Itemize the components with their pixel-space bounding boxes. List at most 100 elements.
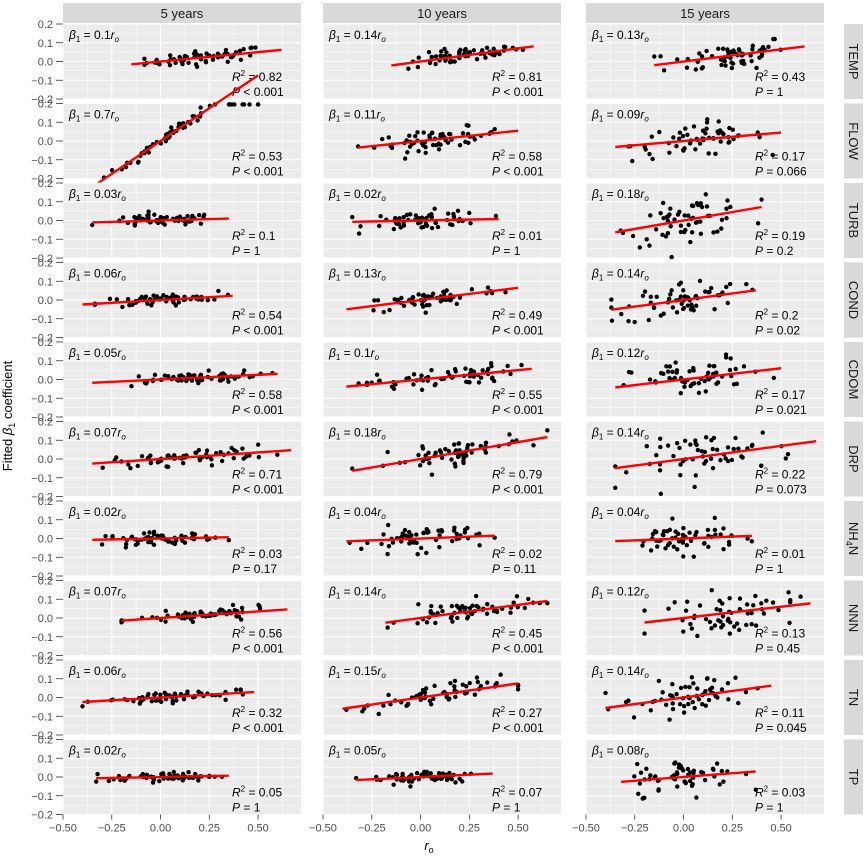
data-point	[680, 306, 686, 312]
data-point	[195, 118, 200, 123]
row-strip-label: NH4N	[844, 522, 861, 555]
panel-flow-3: β1 = 0.09ro R2 = 0.17P = 0.066	[585, 102, 824, 180]
fit-line	[385, 599, 548, 624]
data-point	[519, 362, 524, 368]
data-point	[709, 438, 714, 443]
data-point	[754, 65, 759, 71]
data-point	[721, 546, 726, 552]
y-tick-label: 0.1	[38, 515, 53, 527]
data-point	[212, 297, 217, 302]
data-point	[683, 126, 688, 131]
data-point	[152, 692, 157, 698]
r2-annotation: R2 = 0.07	[492, 785, 542, 800]
data-point	[490, 375, 495, 380]
data-point	[749, 622, 754, 627]
data-point	[503, 290, 508, 295]
data-point	[173, 60, 178, 66]
data-point	[100, 465, 105, 470]
p-annotation: P < 0.001	[492, 483, 544, 497]
data-point	[515, 687, 521, 692]
panel-cdom-1: β1 = 0.05ro R2 = 0.58P < 0.001	[62, 341, 301, 418]
data-point	[381, 532, 386, 537]
data-point	[663, 546, 668, 551]
r2-annotation: R2 = 0.03	[755, 785, 805, 800]
data-point	[658, 491, 664, 496]
data-point	[408, 212, 413, 217]
data-point	[704, 120, 710, 125]
fit-line	[346, 367, 532, 388]
data-point	[719, 217, 725, 222]
fit-line	[131, 48, 282, 66]
x-tick-label: 0.25	[199, 823, 220, 835]
data-point	[603, 690, 608, 696]
data-point	[729, 457, 735, 463]
data-point	[674, 143, 679, 149]
data-point	[501, 44, 507, 49]
panel-tp-1: β1 = 0.02ro R2 = 0.05P = 1	[62, 738, 301, 816]
data-point	[722, 59, 727, 64]
data-point	[378, 213, 383, 219]
data-point	[623, 699, 629, 705]
data-point	[695, 447, 701, 453]
data-point	[718, 608, 723, 613]
fit-line	[92, 217, 229, 224]
data-point	[649, 134, 654, 139]
x-tick-label: 0.25	[722, 823, 743, 835]
fit-line	[346, 286, 519, 311]
data-point	[455, 208, 461, 213]
data-point	[242, 368, 247, 373]
data-point	[176, 121, 182, 126]
data-point	[671, 453, 676, 459]
data-point	[448, 680, 453, 686]
column-strip-label: 15 years	[680, 6, 730, 21]
data-point	[686, 222, 691, 228]
data-point	[412, 302, 417, 307]
data-point	[386, 543, 392, 549]
data-point	[670, 681, 675, 687]
data-point	[464, 379, 469, 385]
data-point	[654, 453, 659, 458]
panel-flow-2: β1 = 0.11ro R2 = 0.58P < 0.001	[322, 102, 561, 180]
data-point	[685, 599, 690, 604]
data-point	[771, 375, 777, 381]
data-point	[723, 456, 728, 461]
panel-nh4n-2: β1 = 0.04ro R2 = 0.02P = 0.11	[322, 500, 561, 577]
data-point	[218, 449, 223, 455]
data-point	[189, 531, 195, 536]
data-point	[687, 530, 692, 535]
p-annotation: P = 0.073	[755, 483, 807, 497]
p-annotation: P = 0.2	[755, 244, 794, 258]
data-point	[204, 51, 209, 56]
p-annotation: P = 0.02	[755, 324, 800, 338]
data-point	[410, 295, 416, 300]
data-point	[766, 44, 771, 49]
data-point	[427, 133, 432, 138]
data-point	[164, 464, 169, 469]
data-point	[158, 692, 163, 697]
data-point	[787, 620, 792, 626]
data-point	[125, 296, 131, 302]
data-point	[653, 227, 659, 232]
slope-annotation: β1 = 0.06ro	[68, 267, 126, 283]
data-point	[668, 224, 673, 229]
data-point	[157, 778, 162, 784]
slope-annotation: β1 = 0.03ro	[68, 187, 126, 203]
data-point	[135, 463, 140, 469]
data-point	[757, 135, 762, 140]
fit-line	[605, 684, 772, 710]
data-point	[726, 542, 732, 547]
data-point	[198, 221, 204, 226]
data-point	[744, 602, 750, 607]
data-point	[681, 148, 686, 153]
slope-annotation: β1 = 0.12ro	[591, 346, 649, 362]
data-point	[80, 704, 85, 709]
data-point	[661, 532, 666, 538]
data-point	[665, 231, 671, 236]
slope-annotation: β1 = 0.14ro	[328, 585, 386, 601]
data-point	[374, 372, 380, 377]
data-point	[743, 689, 749, 695]
data-point	[172, 691, 178, 696]
data-point	[698, 201, 704, 206]
data-point	[468, 367, 474, 373]
